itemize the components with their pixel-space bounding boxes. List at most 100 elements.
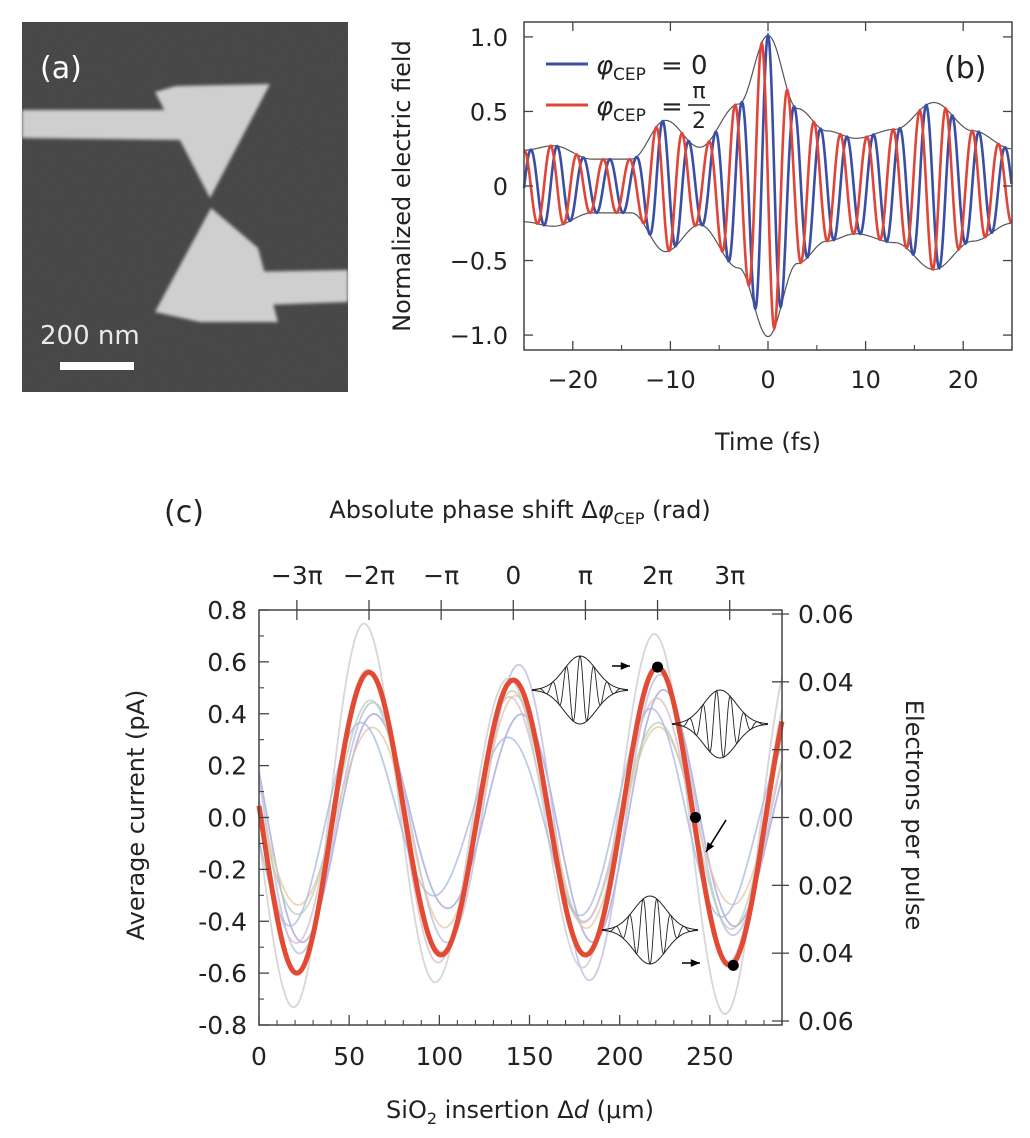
phase-marker (727, 959, 739, 971)
legend-value-cep0: = 0 (661, 51, 708, 81)
c-y2-tick-label: 0.06 (798, 600, 854, 629)
b-x-tick-label: −20 (547, 366, 598, 394)
c-top-tick-label: 2π (642, 561, 673, 590)
b-y-tick-label: −1.0 (450, 322, 508, 350)
pulse-inset-upper (531, 655, 629, 725)
lower-triangle (155, 208, 278, 322)
c-y2-tick-label: 0.06 (798, 1007, 854, 1036)
panel-b-legend: φ CEP = 0 φ CEP = π 2 (546, 51, 710, 134)
panel-b-plot (522, 32, 1013, 338)
c-top-tick-label: −3π (271, 561, 323, 590)
c-y-tick-label: -0.8 (198, 1011, 247, 1040)
inset-arrowhead (706, 842, 715, 852)
inset-envelope (531, 655, 629, 691)
b-x-tick-label: −10 (645, 366, 696, 394)
scale-bar (60, 362, 134, 370)
c-top-tick-label: π (578, 561, 593, 590)
legend-num-cep-pi2: π (692, 79, 705, 104)
panel-b-y-label: Normalized electric field (388, 40, 416, 332)
panel-c-y2-label: Electrons per pulse (900, 700, 928, 930)
lower-lead (240, 270, 348, 305)
b-y-tick-label: 0 (493, 173, 508, 201)
inset-envelope (531, 689, 629, 725)
envelope-lower (523, 212, 1012, 338)
inset-envelope (601, 929, 699, 965)
panel-c-top-label: Absolute phase shift ΔφCEP (rad) (329, 496, 710, 528)
c-x-tick-label: 50 (333, 1042, 365, 1071)
legend-sub-cep-pi2: CEP (613, 106, 646, 126)
run-curve (258, 622, 783, 1015)
panel-b-y-ticks: 1.0 0.5 0 −0.5 −1.0 (450, 24, 1012, 350)
legend-phi-cep-pi2: φ (596, 92, 613, 122)
series-cep-zero (522, 32, 1013, 312)
c-y-tick-label: -0.6 (198, 959, 247, 988)
c-y2-tick-label: 0.00 (798, 804, 854, 833)
panel-b-x-ticks: −20 −10 0 10 20 (523, 22, 1013, 394)
c-x-tick-label: 0 (251, 1042, 267, 1071)
b-y-tick-label: 0.5 (470, 98, 508, 126)
mean-curve (256, 664, 785, 976)
sem-noise (22, 22, 348, 392)
pulse-inset-middle (671, 689, 769, 759)
c-y2-tick-label: 0.02 (798, 736, 854, 765)
panel-c: (c) Absolute phase shift ΔφCEP (rad) 0 50… (122, 495, 928, 1128)
c-y-tick-label: 0.8 (207, 596, 247, 625)
panel-c-pulse-insets (531, 655, 769, 967)
c-y-tick-label: 0.2 (207, 752, 247, 781)
phase-marker (652, 661, 664, 673)
c-top-tick-label: −2π (343, 561, 395, 590)
panel-c-plot (256, 622, 785, 1015)
c-x-tick-label: 100 (415, 1042, 463, 1071)
inset-carrier (672, 690, 768, 758)
panel-a: (a) 200 nm (22, 22, 348, 392)
legend-eq-cep-pi2: = (661, 92, 683, 122)
panel-c-x-ticks: 0 50 100 150 200 250 (251, 1015, 783, 1071)
panel-b: (b) −20 −10 0 10 20 1.0 0.5 0 −0.5 −1.0 Time (fs… (388, 21, 1013, 456)
inset-arrowhead (620, 662, 630, 670)
c-y2-tick-label: 0.04 (798, 668, 854, 697)
panel-c-top-ticks: −3π −2π −π 0 π 2π 3π (271, 561, 745, 620)
panel-c-y2-ticks: 0.06 0.04 0.02 0.00 0.02 0.04 0.06 (772, 600, 854, 1036)
b-x-tick-label: 0 (760, 366, 775, 394)
c-x-tick-label: 250 (686, 1042, 734, 1071)
inset-carrier (602, 898, 698, 965)
c-y2-tick-label: 0.02 (798, 871, 854, 900)
legend-den-cep-pi2: 2 (692, 109, 706, 134)
c-x-tick-label: 200 (596, 1042, 644, 1071)
series-cep-pi-half (523, 40, 1013, 332)
run-curve (258, 663, 783, 982)
c-top-tick-label: 3π (714, 561, 745, 590)
scale-bar-label: 200 nm (40, 321, 140, 351)
inset-envelope (601, 895, 699, 931)
b-y-tick-label: −0.5 (450, 248, 508, 276)
upper-lead (22, 110, 182, 140)
c-top-tick-label: 0 (505, 561, 521, 590)
phase-marker (689, 812, 701, 823)
c-x-tick-label: 150 (506, 1042, 554, 1071)
c-y-tick-label: -0.2 (198, 855, 247, 884)
panel-b-label: (b) (944, 51, 986, 86)
c-y-tick-label: 0.0 (207, 804, 247, 833)
b-y-tick-label: 1.0 (470, 24, 508, 52)
upper-triangle (155, 84, 270, 198)
c-y2-tick-label: 0.04 (798, 939, 854, 968)
b-x-tick-label: 10 (850, 366, 881, 394)
legend-phi-cep0: φ (596, 51, 613, 81)
inset-arrowhead (690, 959, 700, 967)
panel-c-label: (c) (164, 495, 204, 530)
panel-c-x-label: SiO2 insertion Δd (μm) (386, 1096, 654, 1128)
panel-c-y-ticks: 0.8 0.6 0.4 0.2 0.0 -0.2 -0.4 -0.6 -0.8 (198, 596, 269, 1040)
pulse-inset-lower (601, 895, 699, 965)
c-y-tick-label: 0.4 (207, 700, 247, 729)
b-x-tick-label: 20 (948, 366, 979, 394)
panel-c-y-label: Average current (pA) (122, 690, 150, 941)
c-y-tick-label: 0.6 (207, 648, 247, 677)
bowtie-antenna (22, 84, 348, 322)
panel-a-label: (a) (40, 51, 82, 86)
panel-b-x-label: Time (fs) (714, 428, 821, 456)
run-curve (258, 688, 783, 944)
c-y-tick-label: -0.4 (198, 907, 247, 936)
legend-sub-cep0: CEP (613, 65, 646, 85)
inset-carrier (532, 655, 628, 722)
